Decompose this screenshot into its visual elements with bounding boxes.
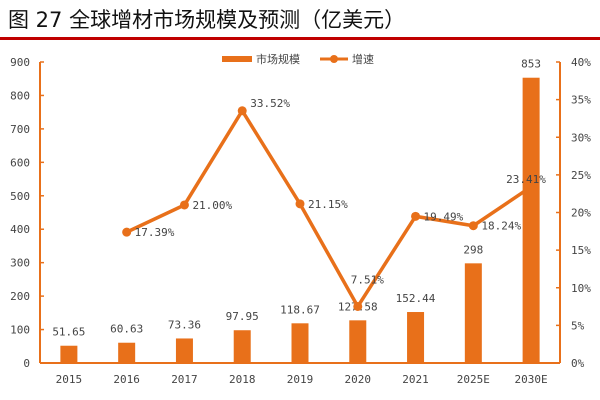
x-tick-label: 2020 (345, 373, 372, 386)
legend-bar-label: 市场规模 (256, 52, 300, 66)
bar-label: 51.65 (52, 326, 85, 339)
x-tick-label: 2019 (287, 373, 314, 386)
growth-point (237, 106, 247, 116)
growth-label: 18.24% (481, 220, 521, 233)
bar (407, 312, 425, 363)
growth-point (122, 227, 132, 237)
right-tick-label: 10% (571, 282, 591, 295)
x-tick-label: 2021 (402, 373, 429, 386)
growth-point (353, 301, 363, 311)
right-tick-label: 5% (571, 319, 585, 332)
bar (349, 320, 367, 363)
bar-label: 73.36 (168, 318, 201, 331)
growth-label: 7.51% (351, 273, 384, 286)
left-tick-label: 800 (10, 89, 30, 102)
growth-label: 19.49% (424, 210, 464, 223)
legend-line-label: 增速 (352, 52, 374, 66)
left-tick-label: 200 (10, 290, 30, 303)
growth-point (295, 199, 305, 209)
growth-label: 21.00% (192, 199, 232, 212)
left-tick-label: 400 (10, 223, 30, 236)
growth-point (468, 221, 478, 231)
bar-label: 152.44 (396, 292, 436, 305)
bar-label: 60.63 (110, 323, 143, 336)
growth-label: 17.39% (135, 226, 175, 239)
left-tick-label: 300 (10, 257, 30, 270)
bar-label: 97.95 (226, 310, 259, 323)
bar-label: 853 (521, 58, 541, 71)
right-tick-label: 20% (571, 207, 591, 220)
growth-point (526, 182, 536, 192)
left-tick-label: 900 (10, 56, 30, 69)
bar (291, 323, 309, 363)
growth-line (125, 107, 533, 310)
left-tick-label: 100 (10, 324, 30, 337)
right-tick-label: 35% (571, 94, 591, 107)
left-tick-label: 0 (23, 357, 30, 370)
left-tick-label: 500 (10, 190, 30, 203)
growth-point (411, 211, 421, 221)
x-tick-label: 2015 (56, 373, 83, 386)
bar (233, 330, 251, 363)
chart-title: 图 27 全球增材市场规模及预测（亿美元） (8, 8, 406, 32)
x-tick-label: 2025E (457, 373, 490, 386)
right-tick-label: 25% (571, 169, 591, 182)
right-tick-label: 15% (571, 244, 591, 257)
bar (522, 77, 540, 364)
bar-label: 118.67 (280, 303, 320, 316)
right-tick-label: 0% (571, 357, 585, 370)
x-tick-label: 2018 (229, 373, 256, 386)
x-tick-label: 2016 (113, 373, 140, 386)
right-tick-label: 30% (571, 131, 591, 144)
legend-line-marker (330, 55, 338, 63)
x-tick-label: 2017 (171, 373, 198, 386)
left-tick-label: 700 (10, 123, 30, 136)
growth-point (179, 200, 189, 210)
legend-bar-swatch (222, 56, 252, 62)
bar (464, 263, 482, 363)
growth-label: 23.41% (506, 173, 546, 186)
x-tick-label: 2030E (515, 373, 548, 386)
title-rule (0, 37, 600, 40)
growth-label: 33.52% (250, 97, 290, 110)
bar (60, 345, 78, 363)
right-tick-label: 40% (571, 56, 591, 69)
bar-label: 298 (463, 243, 483, 256)
left-tick-label: 600 (10, 156, 30, 169)
bar (175, 338, 193, 363)
bar (118, 342, 136, 363)
growth-label: 21.15% (308, 198, 348, 211)
